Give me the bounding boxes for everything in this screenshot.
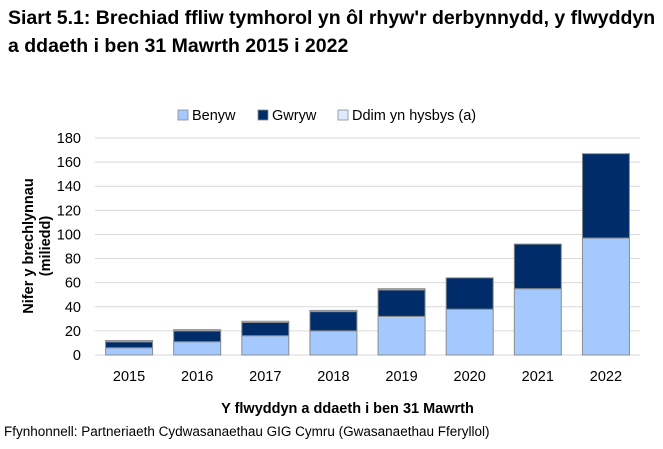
legend-swatch <box>337 109 349 121</box>
bar-benyw-2018 <box>309 330 358 356</box>
x-tick-label: 2016 <box>181 369 213 385</box>
bar-benyw-2017 <box>241 335 290 356</box>
legend-label: Benyw <box>192 108 236 124</box>
y-tick-label: 160 <box>57 155 81 171</box>
y-tick-label: 180 <box>57 131 81 147</box>
x-tick-label: 2015 <box>113 369 145 385</box>
bar-gwryw-2021 <box>513 243 562 290</box>
bar-gwryw-2017 <box>241 321 290 337</box>
chart-title: Siart 5.1: Brechiad ffliw tymhorol yn ôl… <box>8 7 656 57</box>
bar-gwryw-2022 <box>581 153 630 239</box>
bar-benyw-2016 <box>173 341 222 356</box>
y-tick-label: 0 <box>73 348 81 364</box>
bar-gwryw-2016 <box>173 330 222 343</box>
bar-ddim-2015 <box>105 340 154 343</box>
bar-benyw-2022 <box>581 237 630 356</box>
y-tick-label: 20 <box>65 324 81 340</box>
y-tick-label: 80 <box>65 252 81 268</box>
bar-benyw-2020 <box>445 308 494 356</box>
legend-swatch <box>177 109 189 121</box>
legend-label: Ddim yn hysbys (a) <box>352 108 476 124</box>
bar-gwryw-2018 <box>309 311 358 332</box>
x-tick-label: 2018 <box>317 369 349 385</box>
bar-ddim-2018 <box>309 309 358 313</box>
y-tick-label: 100 <box>57 227 81 243</box>
x-tick-label: 2021 <box>522 369 554 385</box>
bar-benyw-2019 <box>377 315 426 356</box>
bar-ddim-2017 <box>241 320 290 323</box>
y-tick-label: 120 <box>57 203 81 219</box>
legend-swatch <box>257 109 269 121</box>
bar-benyw-2015 <box>105 347 154 356</box>
x-tick-label: 2017 <box>249 369 281 385</box>
bar-gwryw-2015 <box>105 341 154 349</box>
bar-ddim-2019 <box>377 288 426 291</box>
y-tick-label: 40 <box>65 300 81 316</box>
y-tick-label: 60 <box>65 276 81 292</box>
legend-label: Gwryw <box>272 108 317 124</box>
bar-gwryw-2019 <box>377 289 426 317</box>
y-axis-title: Nifer y brechlynnau <box>21 178 37 313</box>
x-tick-label: 2022 <box>590 369 622 385</box>
y-axis-title-unit: (miliedd) <box>38 216 54 277</box>
x-axis-title: Y flwyddyn a ddaeth i ben 31 Mawrth <box>221 401 474 417</box>
source-note: Ffynhonnell: Partneriaeth Cydwasanaethau… <box>4 424 490 439</box>
x-tick-label: 2019 <box>385 369 417 385</box>
bar-benyw-2021 <box>513 288 562 356</box>
y-tick-label: 140 <box>57 179 81 195</box>
bar-gwryw-2020 <box>445 277 494 310</box>
bar-ddim-2016 <box>173 329 222 332</box>
x-tick-label: 2020 <box>454 369 486 385</box>
